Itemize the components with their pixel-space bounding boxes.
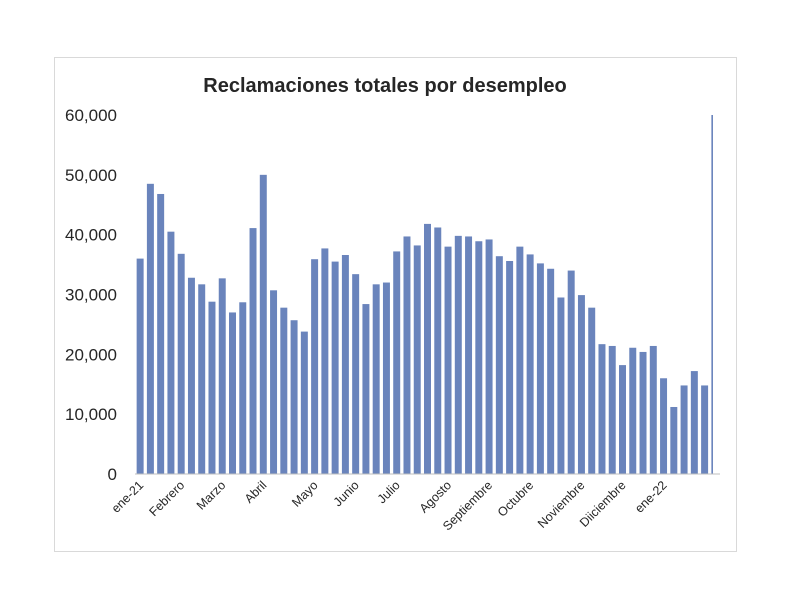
- bar: [506, 260, 514, 474]
- bar: [157, 193, 165, 475]
- x-tick-label: Abril: [242, 478, 270, 506]
- y-tick-label: 40,000: [65, 226, 117, 245]
- x-tick-label: Febrero: [146, 478, 187, 519]
- y-tick-label: 60,000: [65, 106, 117, 125]
- bar: [588, 307, 596, 474]
- y-tick-label: 50,000: [65, 166, 117, 185]
- bar: [352, 274, 360, 474]
- bar: [403, 236, 411, 474]
- x-tick-label: Octubre: [495, 478, 536, 519]
- bar: [547, 268, 555, 474]
- bar: [608, 345, 616, 474]
- bar: [218, 278, 226, 474]
- bar: [485, 239, 493, 474]
- chart-svg: Reclamaciones totales por desempleo 0 10,…: [65, 75, 720, 533]
- bar: [331, 261, 339, 474]
- bar: [639, 351, 647, 474]
- bar: [454, 235, 462, 474]
- bar: [465, 236, 473, 474]
- x-tick-label: Marzo: [194, 478, 228, 512]
- bar: [239, 302, 247, 474]
- bar: [567, 270, 575, 474]
- bar: [300, 331, 308, 474]
- y-tick-label: 30,000: [65, 286, 117, 305]
- x-axis: ene-21 Febrero Marzo Abril Mayo Junio Julio Ago…: [109, 478, 670, 533]
- y-tick-label: 20,000: [65, 345, 117, 364]
- bar: [475, 241, 483, 474]
- bar: [270, 290, 278, 474]
- bar: [444, 246, 452, 474]
- bar: [393, 251, 401, 474]
- y-tick-label: 0: [108, 465, 117, 484]
- bar: [526, 254, 534, 474]
- bar: [680, 385, 688, 474]
- bar: [619, 365, 626, 474]
- bar: [598, 344, 606, 474]
- bar: [434, 227, 442, 474]
- x-tick-label: Mayo: [289, 478, 321, 510]
- bar: [341, 255, 349, 474]
- bar: [495, 256, 503, 474]
- bar: [311, 259, 319, 474]
- x-tick-label: Julio: [375, 478, 403, 506]
- bar: [259, 174, 267, 474]
- bars-group: [136, 115, 713, 475]
- bar: [372, 284, 380, 474]
- bar: [321, 248, 329, 474]
- y-tick-label: 10,000: [65, 405, 117, 424]
- x-tick-label: Junio: [331, 478, 362, 509]
- bar: [413, 245, 421, 474]
- bar: [536, 263, 544, 474]
- bar: [424, 223, 431, 474]
- bar: [690, 371, 698, 474]
- bar: [629, 347, 637, 474]
- bar: [711, 115, 713, 474]
- bar: [187, 277, 195, 474]
- bar: [249, 228, 257, 474]
- bar: [290, 320, 298, 474]
- bar: [649, 345, 657, 474]
- x-tick-label: ene-22: [632, 478, 669, 515]
- chart-area: Reclamaciones totales por desempleo 0 10,…: [54, 57, 737, 552]
- x-tick-label: Agosto: [417, 478, 454, 515]
- bar: [516, 246, 524, 474]
- bar: [382, 282, 390, 474]
- bar: [198, 284, 206, 474]
- y-axis: 0 10,000 20,000 30,000 40,000 50,000 60,000: [65, 106, 117, 484]
- bar: [146, 183, 154, 474]
- bar: [660, 378, 668, 474]
- bar: [557, 297, 565, 474]
- bar: [177, 253, 185, 474]
- bar: [362, 304, 370, 474]
- bar: [167, 231, 175, 474]
- bar: [577, 295, 585, 474]
- bar: [208, 301, 216, 474]
- bar: [280, 307, 288, 474]
- chart-title: Reclamaciones totales por desempleo: [203, 75, 566, 97]
- bar: [701, 385, 709, 474]
- bar: [136, 258, 144, 474]
- bar: [670, 406, 678, 474]
- bar: [229, 312, 236, 474]
